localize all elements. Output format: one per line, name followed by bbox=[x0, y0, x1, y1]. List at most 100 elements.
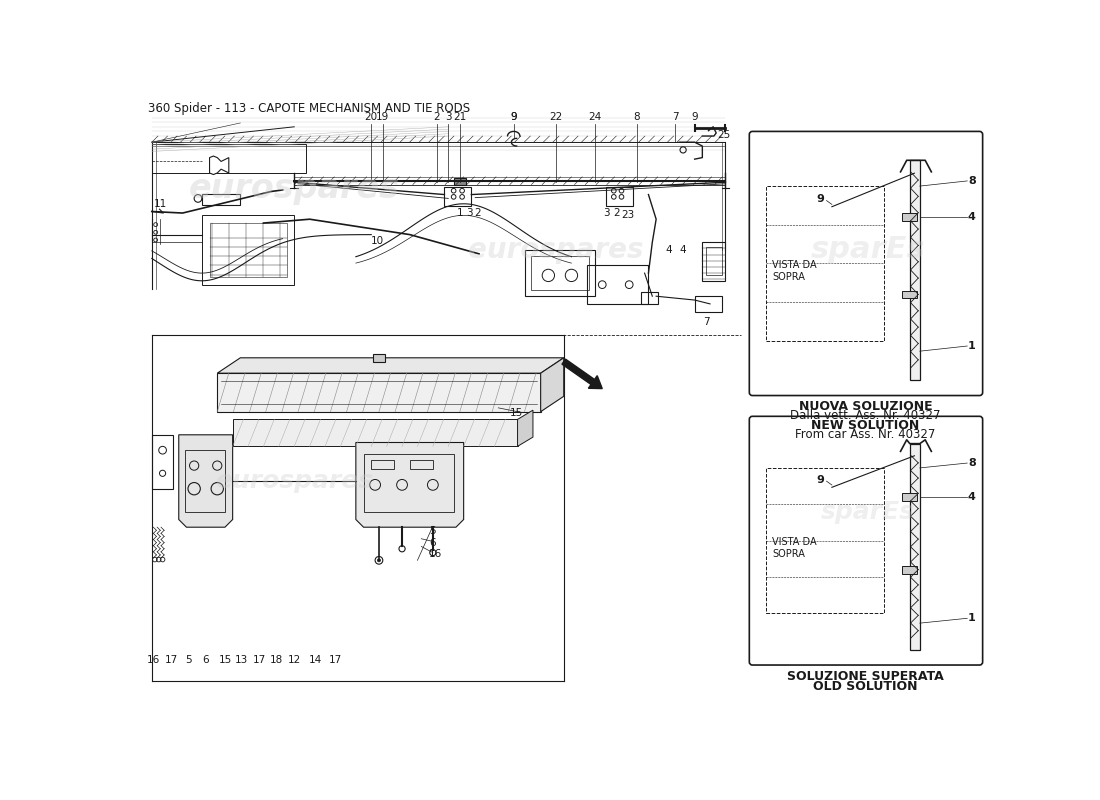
Text: eurospares: eurospares bbox=[216, 469, 373, 493]
Bar bbox=[409, 460, 433, 470]
Text: 14: 14 bbox=[309, 654, 322, 665]
Bar bbox=[209, 223, 286, 277]
Text: 8: 8 bbox=[968, 176, 976, 186]
Text: SOLUZIONE SUPERATA: SOLUZIONE SUPERATA bbox=[788, 670, 944, 682]
Text: 24: 24 bbox=[587, 112, 602, 122]
Text: eurospares: eurospares bbox=[189, 172, 399, 205]
Text: 360 Spider - 113 - CAPOTE MECHANISM AND TIE RODS: 360 Spider - 113 - CAPOTE MECHANISM AND … bbox=[147, 102, 470, 115]
Polygon shape bbox=[910, 444, 920, 650]
Bar bbox=[202, 194, 240, 205]
Text: NEW SOLUTION: NEW SOLUTION bbox=[812, 418, 920, 432]
Text: 6: 6 bbox=[202, 654, 209, 665]
Text: 3: 3 bbox=[466, 208, 473, 218]
FancyArrow shape bbox=[562, 359, 603, 389]
Polygon shape bbox=[218, 358, 563, 373]
Polygon shape bbox=[444, 187, 472, 206]
Bar bbox=[706, 247, 722, 274]
Text: 7: 7 bbox=[703, 317, 710, 327]
Text: 9: 9 bbox=[510, 112, 517, 122]
Bar bbox=[703, 242, 726, 281]
Text: 4: 4 bbox=[680, 245, 686, 255]
Text: 4: 4 bbox=[666, 245, 672, 255]
Text: 9: 9 bbox=[816, 474, 824, 485]
Text: 17: 17 bbox=[329, 654, 342, 665]
Text: 8: 8 bbox=[968, 458, 976, 468]
Text: 4: 4 bbox=[968, 492, 976, 502]
Text: 11: 11 bbox=[154, 199, 167, 209]
Bar bbox=[640, 292, 658, 304]
Text: Dalla vett. Ass. Nr. 40327: Dalla vett. Ass. Nr. 40327 bbox=[790, 410, 940, 422]
Text: 9: 9 bbox=[510, 112, 517, 122]
Polygon shape bbox=[541, 358, 563, 412]
Bar bbox=[152, 435, 174, 489]
Polygon shape bbox=[209, 156, 229, 174]
Polygon shape bbox=[517, 410, 534, 446]
Text: 12: 12 bbox=[287, 654, 301, 665]
Text: 6: 6 bbox=[429, 538, 436, 547]
Text: 13: 13 bbox=[235, 654, 249, 665]
Text: 15: 15 bbox=[510, 408, 524, 418]
Text: eurospares: eurospares bbox=[469, 236, 644, 264]
Bar bbox=[372, 460, 395, 470]
Bar bbox=[185, 450, 224, 512]
Text: 22: 22 bbox=[549, 112, 563, 122]
Text: 20: 20 bbox=[365, 112, 377, 122]
Bar bbox=[902, 213, 917, 221]
Bar bbox=[453, 178, 466, 185]
Polygon shape bbox=[356, 442, 464, 527]
Circle shape bbox=[377, 558, 381, 562]
Text: OLD SOLUTION: OLD SOLUTION bbox=[813, 680, 917, 693]
Text: 15: 15 bbox=[218, 654, 232, 665]
Polygon shape bbox=[910, 160, 920, 379]
Text: 1: 1 bbox=[456, 208, 463, 218]
Text: 5: 5 bbox=[186, 654, 192, 665]
Text: 18: 18 bbox=[270, 654, 283, 665]
Bar bbox=[902, 290, 917, 298]
Text: 8: 8 bbox=[634, 112, 640, 122]
Text: 2: 2 bbox=[474, 208, 481, 218]
Bar bbox=[902, 493, 917, 501]
Text: 2: 2 bbox=[433, 112, 440, 122]
Text: 21: 21 bbox=[453, 112, 466, 122]
Bar bbox=[531, 256, 590, 290]
Text: sparEs: sparEs bbox=[811, 235, 925, 265]
Text: 17: 17 bbox=[253, 654, 266, 665]
Text: 1: 1 bbox=[968, 614, 976, 623]
Text: 9: 9 bbox=[691, 112, 698, 122]
Text: sparEs: sparEs bbox=[821, 500, 915, 524]
Text: 19: 19 bbox=[376, 112, 389, 122]
Text: 3: 3 bbox=[444, 112, 452, 122]
Text: 10: 10 bbox=[372, 236, 384, 246]
Text: VISTA DA
SOPRA: VISTA DA SOPRA bbox=[772, 261, 817, 282]
Bar bbox=[373, 354, 385, 362]
Polygon shape bbox=[218, 373, 541, 412]
Polygon shape bbox=[233, 419, 517, 446]
Polygon shape bbox=[178, 435, 233, 527]
Bar bbox=[363, 454, 454, 512]
Text: 1: 1 bbox=[968, 341, 976, 351]
Text: 17: 17 bbox=[164, 654, 178, 665]
Text: 5: 5 bbox=[429, 526, 436, 536]
Bar bbox=[766, 468, 884, 614]
Text: 4: 4 bbox=[968, 212, 976, 222]
Bar bbox=[902, 566, 917, 574]
Polygon shape bbox=[606, 187, 634, 206]
Text: 25: 25 bbox=[717, 130, 732, 139]
Bar bbox=[766, 186, 884, 341]
Text: 2: 2 bbox=[613, 208, 619, 218]
Bar bbox=[152, 144, 306, 173]
Bar bbox=[202, 215, 295, 285]
Text: 7: 7 bbox=[672, 112, 679, 122]
Text: From car Ass. Nr. 40327: From car Ass. Nr. 40327 bbox=[795, 428, 936, 441]
Bar bbox=[695, 296, 722, 311]
Text: 16: 16 bbox=[429, 549, 442, 559]
Text: 16: 16 bbox=[146, 654, 160, 665]
Text: 23: 23 bbox=[621, 210, 635, 220]
FancyBboxPatch shape bbox=[749, 131, 982, 395]
Bar bbox=[587, 266, 649, 304]
Text: NUOVA SOLUZIONE: NUOVA SOLUZIONE bbox=[799, 400, 933, 413]
FancyBboxPatch shape bbox=[749, 416, 982, 665]
Bar bbox=[526, 250, 594, 296]
Text: 9: 9 bbox=[816, 194, 824, 204]
Text: 3: 3 bbox=[603, 208, 609, 218]
